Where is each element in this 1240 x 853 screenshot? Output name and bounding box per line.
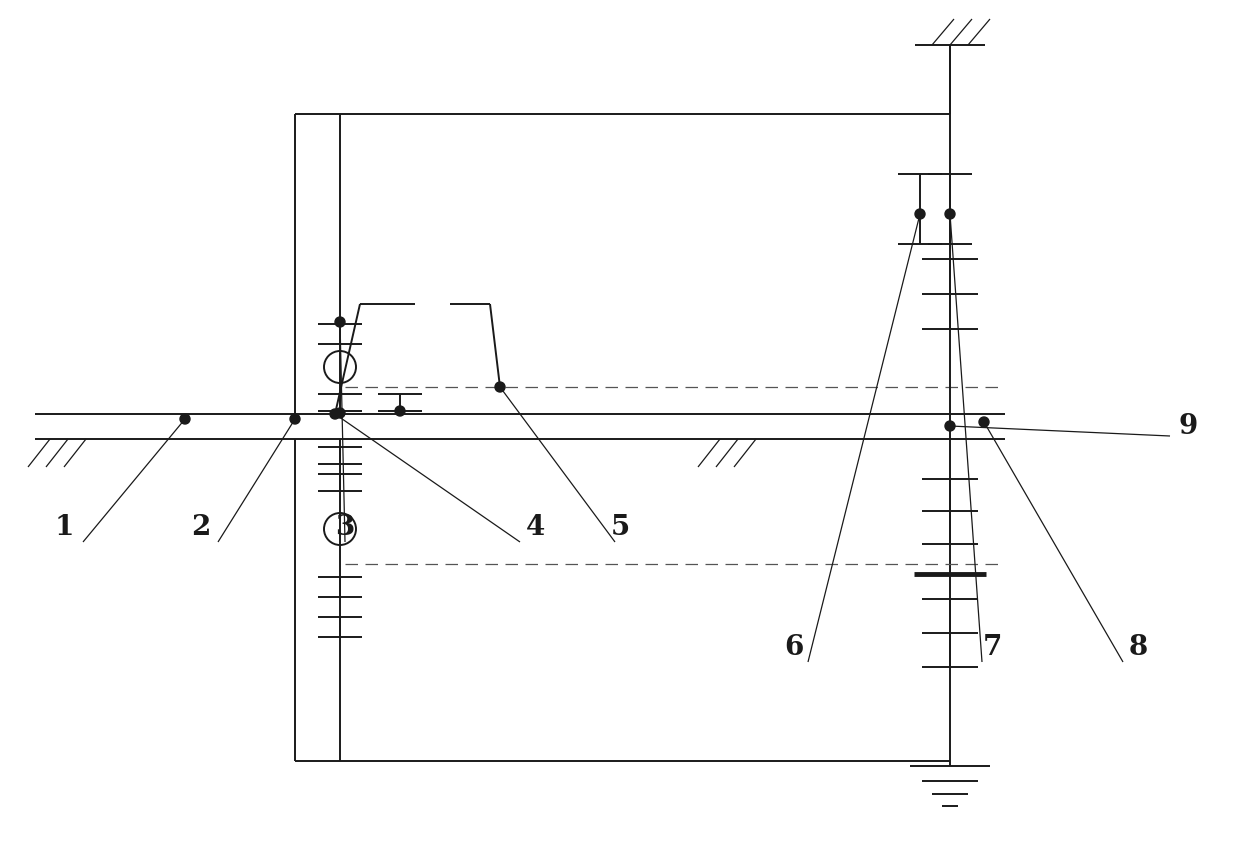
Circle shape — [980, 417, 990, 427]
Circle shape — [330, 409, 340, 420]
Text: 2: 2 — [191, 514, 211, 541]
Circle shape — [495, 382, 505, 392]
Circle shape — [290, 415, 300, 425]
Text: 3: 3 — [335, 514, 355, 541]
Circle shape — [180, 415, 190, 425]
Text: 6: 6 — [784, 633, 804, 660]
Text: 7: 7 — [982, 633, 1002, 660]
Text: 5: 5 — [610, 514, 630, 541]
Circle shape — [335, 317, 345, 328]
Text: 8: 8 — [1128, 633, 1148, 660]
Circle shape — [396, 407, 405, 416]
Circle shape — [945, 421, 955, 432]
Circle shape — [335, 409, 345, 419]
Text: 4: 4 — [526, 514, 546, 541]
Circle shape — [945, 210, 955, 220]
Text: 9: 9 — [1178, 413, 1198, 440]
Text: 1: 1 — [55, 514, 74, 541]
Circle shape — [915, 210, 925, 220]
